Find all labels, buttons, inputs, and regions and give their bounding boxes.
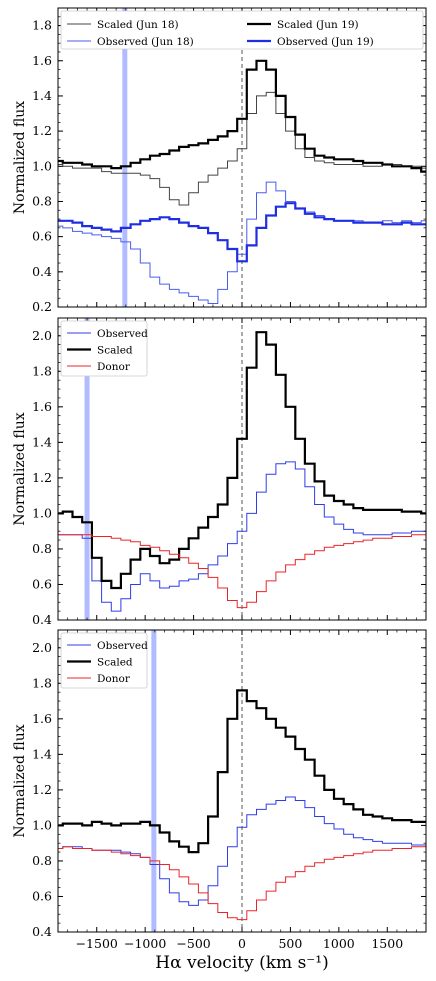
legend-frame <box>60 632 148 689</box>
legend-label: Scaled <box>97 657 133 669</box>
x-tick-label: −500 <box>176 936 210 951</box>
legend-label: Scaled <box>97 345 133 357</box>
legend-label: Scaled (Jun 19) <box>277 19 359 31</box>
series-line-2 <box>58 534 426 609</box>
x-tick-label: 1000 <box>323 936 355 951</box>
legend-label: Donor <box>97 361 131 373</box>
y-tick-label: 2.0 <box>32 328 52 343</box>
y-axis-label: Normalized flux <box>12 101 28 214</box>
y-tick-label: 1.8 <box>32 18 52 33</box>
series-line-2 <box>58 846 426 921</box>
y-tick-label: 0.8 <box>32 193 52 208</box>
series-line-1 <box>58 331 426 590</box>
y-tick-label: 0.4 <box>32 612 52 627</box>
x-tick-label: 0 <box>238 936 246 951</box>
legend-label: Observed <box>97 640 148 652</box>
y-tick-label: 1.4 <box>32 746 52 761</box>
y-tick-label: 1.0 <box>32 158 52 173</box>
series-line-0 <box>58 796 426 906</box>
y-tick-label: 0.8 <box>32 853 52 868</box>
series-line-0 <box>58 461 426 612</box>
legend-label: Scaled (Jun 18) <box>97 19 179 31</box>
y-tick-label: 2.0 <box>32 640 52 655</box>
y-tick-label: 0.6 <box>32 229 52 244</box>
panel-middle: 0.4 0.6 0.8 1.0 1.2 1.4 1.6 1.8 2.0 Normalized fl… <box>12 317 427 627</box>
legend-label: Observed (Jun 18) <box>97 36 194 48</box>
y-tick-label: 1.8 <box>32 363 52 378</box>
shaded-band <box>151 630 157 932</box>
legend: Scaled (Jun 18) Scaled (Jun 19) Observed (… <box>60 10 424 50</box>
y-tick-label: 1.6 <box>32 399 52 414</box>
series-line-1 <box>58 689 426 854</box>
y-tick-label: 1.6 <box>32 53 52 68</box>
y-tick-label: 1.2 <box>32 123 52 138</box>
x-axis-label: Hα velocity (km s⁻¹) <box>155 953 328 973</box>
y-tick-label: 1.0 <box>32 817 52 832</box>
y-tick-label: 1.2 <box>32 782 52 797</box>
legend: Observed Scaled Donor <box>60 632 148 689</box>
series-line-2 <box>58 59 426 173</box>
y-tick-label: 1.6 <box>32 711 52 726</box>
y-tick-label: 0.8 <box>32 541 52 556</box>
y-tick-label: 0.6 <box>32 576 52 591</box>
x-tick-label: 1500 <box>371 936 403 951</box>
series-line-0 <box>58 91 426 206</box>
panel-bottom: 0.4 0.6 0.8 1.0 1.2 1.4 1.6 1.8 2.0 −1500 −1000 −50… <box>12 629 427 951</box>
x-tick-label: −1000 <box>124 936 166 951</box>
series-line-3 <box>58 202 426 263</box>
y-tick-label: 0.6 <box>32 888 52 903</box>
y-tick-label: 1.2 <box>32 470 52 485</box>
legend: Observed Scaled Donor <box>60 320 148 377</box>
legend-label: Donor <box>97 673 131 685</box>
x-tick-label: −1500 <box>76 936 118 951</box>
y-axis-label: Normalized flux <box>12 724 28 837</box>
y-tick-label: 0.4 <box>32 264 52 279</box>
y-tick-label: 1.4 <box>32 434 52 449</box>
shaded-band <box>122 8 128 307</box>
legend-label: Observed <box>97 328 148 340</box>
y-tick-label: 0.4 <box>32 924 52 939</box>
y-tick-label: 0.2 <box>32 299 52 314</box>
legend-frame <box>60 10 424 50</box>
shaded-band <box>84 318 90 620</box>
y-axis-label: Normalized flux <box>12 412 28 525</box>
panel-top: 0.2 0.4 0.6 0.8 1.0 1.2 1.4 1.6 1.8 Normalized fl… <box>12 7 427 314</box>
legend-frame <box>60 320 148 377</box>
y-tick-label: 1.4 <box>32 88 52 103</box>
legend-label: Observed (Jun 19) <box>277 36 374 48</box>
x-tick-label: 500 <box>278 936 302 951</box>
y-tick-label: 1.0 <box>32 505 52 520</box>
y-tick-label: 1.8 <box>32 675 52 690</box>
